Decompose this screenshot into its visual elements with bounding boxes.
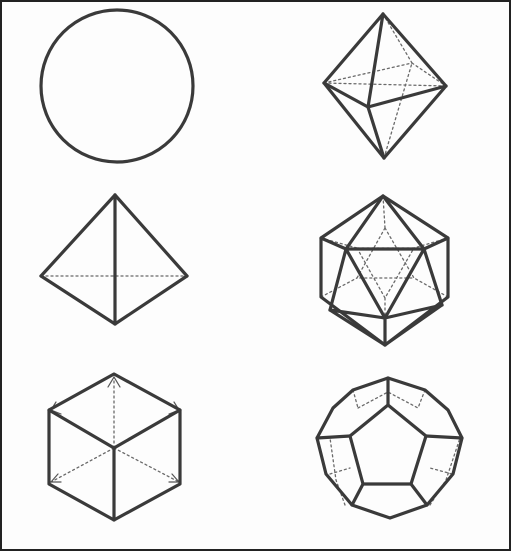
icosahedron-figure <box>319 194 450 347</box>
dodecahedron-figure <box>315 376 464 520</box>
octahedron-figure <box>322 12 448 160</box>
cube-figure <box>47 372 182 522</box>
tetrahedron-figure <box>39 193 189 326</box>
sphere-figure <box>39 8 195 164</box>
